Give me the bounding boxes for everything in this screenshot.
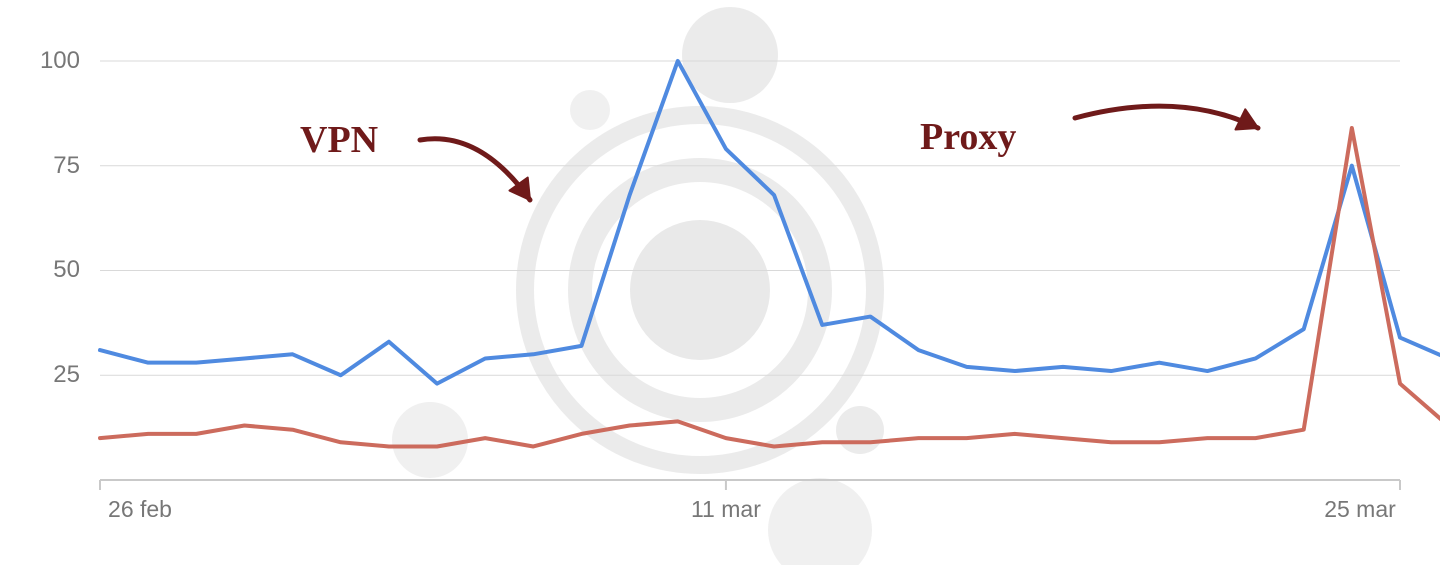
chart-svg <box>0 0 1440 565</box>
x-tick-label: 26 feb <box>108 496 172 523</box>
y-tick-label: 25 <box>10 361 80 389</box>
trends-line-chart: 25 50 75 100 26 feb 11 mar 25 mar VPN Proxy <box>0 0 1440 565</box>
series-vpn <box>100 61 1440 384</box>
y-tick-label: 50 <box>10 256 80 284</box>
y-tick-label: 75 <box>10 152 80 180</box>
x-tick-label: 25 mar <box>1324 496 1396 523</box>
annotation-vpn: VPN <box>300 118 378 162</box>
y-tick-label: 100 <box>10 47 80 75</box>
x-tick-label: 11 mar <box>691 496 761 523</box>
annotation-proxy: Proxy <box>920 115 1016 159</box>
